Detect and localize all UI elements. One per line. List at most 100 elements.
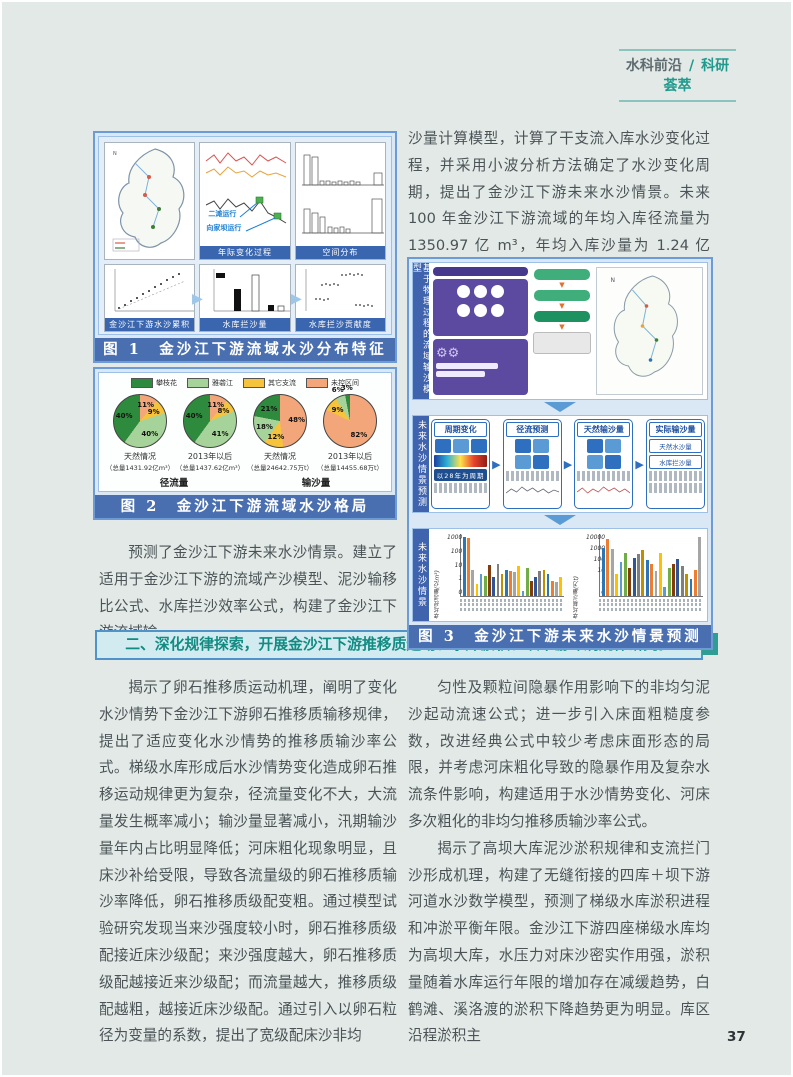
formula-lines <box>577 471 631 481</box>
y-tick: 1000 <box>447 534 463 541</box>
scenario-bar <box>525 568 529 596</box>
mini-boxes <box>506 439 559 453</box>
spatial-distribution-graphic <box>301 154 384 234</box>
down-arrow-icon: ▼ <box>559 281 565 289</box>
legend-item: 攀枝花 <box>131 378 177 388</box>
x-axis-labels <box>599 603 703 606</box>
figure-3-top-band: 基于物理过程的流域输沙模型 ⚙⚙ <box>411 262 708 400</box>
pie-total: （总量14455.68万t） <box>316 464 384 472</box>
pie-slice-label: 8% <box>217 407 230 416</box>
scenario-bar <box>645 560 649 596</box>
x-axis-labels <box>460 603 564 606</box>
y-tick: 10 <box>597 567 605 574</box>
figure-1-panels: N <box>98 136 392 335</box>
figure-1-map-panel: N <box>104 142 196 260</box>
runoff-scenario-chart: 年均径流量(亿m³) 1000 100 10 1 0 <box>433 534 564 619</box>
scenario-bar <box>654 571 658 596</box>
pie-chart: 82% 9% 6% 3% <box>323 384 377 448</box>
scenario-bar <box>467 538 470 596</box>
figure-2: 攀枝花 雅砻江 其它支流 未控区间 11% 9% 40% 40% 天然情况 （总量14… <box>93 367 397 520</box>
scenario-bar <box>479 574 483 596</box>
mini-box <box>533 455 550 469</box>
model-gears-block: ⚙⚙ <box>433 338 528 395</box>
flow-box <box>534 269 590 280</box>
down-arrow-icon: ▼ <box>559 302 565 310</box>
scenario-bar <box>509 571 512 596</box>
side-label-prediction: 未来水沙情景预测 <box>413 416 429 512</box>
legend-item: 其它支流 <box>243 378 296 388</box>
right-body-paragraph-1: 匀性及颗粒间隐暴作用影响下的非均匀泥沙起动流速公式；进一步引入床面粗糙度参数，改… <box>408 679 710 830</box>
flow-arrow-icon: ▶ <box>291 291 302 307</box>
legend-label: 其它支流 <box>268 379 296 387</box>
pie-slice-label: 3% <box>340 383 353 392</box>
plot-area: 1000010001001010 <box>586 534 703 597</box>
pie-chart: 48% 12% 18% 21% <box>253 394 307 448</box>
panel-label-trapped: 水库拦沙量 <box>200 318 290 331</box>
pie-total: （总量24642.75万t） <box>246 464 314 472</box>
scenario-bar <box>542 569 546 596</box>
scenario-bar <box>538 571 542 596</box>
column-header: 实际输沙量 <box>648 422 703 437</box>
panel-label-spatial: 空间分布 <box>295 246 385 259</box>
model-map: N <box>596 267 703 395</box>
column-header: 径流预测 <box>505 422 559 437</box>
mini-boxes <box>577 439 630 453</box>
model-flow-column: ▼ ▼ ▼ <box>531 267 593 395</box>
mini-box <box>515 455 532 469</box>
mini-box <box>604 455 621 469</box>
scenario-bar <box>483 575 487 596</box>
y-tick: 1000 <box>589 545 606 552</box>
panel-label-annual: 年际变化过程 <box>200 246 290 259</box>
pie-slice-label: 11% <box>207 401 225 410</box>
annual-variation-graphic <box>206 152 287 232</box>
formula-lines <box>505 471 559 481</box>
y-tick: 1 <box>458 575 463 583</box>
side-label-model: 基于物理过程的流域输沙模型 <box>411 263 431 399</box>
sediment-scenario-chart: 年均输沙量(万t) 1000010001001010 <box>572 534 703 619</box>
left-body-paragraph: 揭示了卵石推移质运动机理，阐明了变化水沙情势下金沙江下游卵石推移质输移规律，提出… <box>99 679 397 1045</box>
page-header: 水科前沿 / 科研荟萃 <box>619 49 736 102</box>
y-tick: 100 <box>593 556 606 563</box>
scenario-bar <box>555 582 558 596</box>
model-purple-stack: ⚙⚙ <box>433 267 528 395</box>
box-natural-watersediment: 天然水沙量 <box>648 439 703 453</box>
plot-area: 1000 100 10 1 0 <box>447 534 564 597</box>
scenario-bar <box>628 568 632 596</box>
cumulative-curve-graphic <box>114 269 195 312</box>
pie-runoff-natural: 11% 9% 40% 40% 天然情况 （总量1431.92亿m³） <box>105 392 175 472</box>
pie-slice-label: 9% <box>147 407 160 416</box>
flow-box-dark <box>534 311 590 322</box>
flow-arrow-icon: ▶ <box>492 457 501 471</box>
factor-circle <box>457 304 470 317</box>
figure-2-legend: 攀枝花 雅砻江 其它支流 未控区间 <box>103 378 387 388</box>
scenario-bar <box>559 577 562 596</box>
plot-wrap: 1000 100 10 1 0 <box>444 534 564 619</box>
figure-2-caption: 图 2 金沙江下游流域水沙格局 <box>95 495 395 518</box>
formula-lines <box>648 471 703 481</box>
pie-slice-label: 40% <box>185 411 203 420</box>
y-tick: 10000 <box>586 534 606 541</box>
tiny-series <box>434 483 488 493</box>
annotation-ertan: 二滩运行 <box>208 210 237 218</box>
legend-swatch-yalongjiang <box>187 378 209 388</box>
pie-name: 天然情况 <box>264 452 296 461</box>
pie-name: 2013年以后 <box>327 452 373 461</box>
pie-slice-label: 40% <box>141 430 159 439</box>
scenario-bar <box>471 569 475 596</box>
legend-swatch-uncontrolled <box>306 378 328 388</box>
group-label-runoff: 径流量 <box>159 478 189 489</box>
model-diagram: ⚙⚙ ▼ ▼ ▼ <box>429 263 707 399</box>
scenario-bar <box>530 580 533 596</box>
scenario-bar <box>685 574 688 596</box>
scenario-bar <box>632 557 636 596</box>
runoff-sparkline <box>505 486 559 494</box>
pie-slice-label: 41% <box>211 430 229 439</box>
scenario-bar <box>517 566 521 596</box>
left-middle-paragraph: 预测了金沙江下游未来水沙情景。建立了适用于金沙江下游的流域产沙模型、泥沙输移比公… <box>99 544 397 641</box>
figure-1-cumulative-panel: 金沙江下游水沙累积曲线 <box>104 264 196 332</box>
pie-slice-label: 9% <box>331 405 344 414</box>
mini-boxes <box>506 455 559 469</box>
column-header: 天然输沙量 <box>577 422 631 437</box>
scenario-bar <box>680 566 684 596</box>
